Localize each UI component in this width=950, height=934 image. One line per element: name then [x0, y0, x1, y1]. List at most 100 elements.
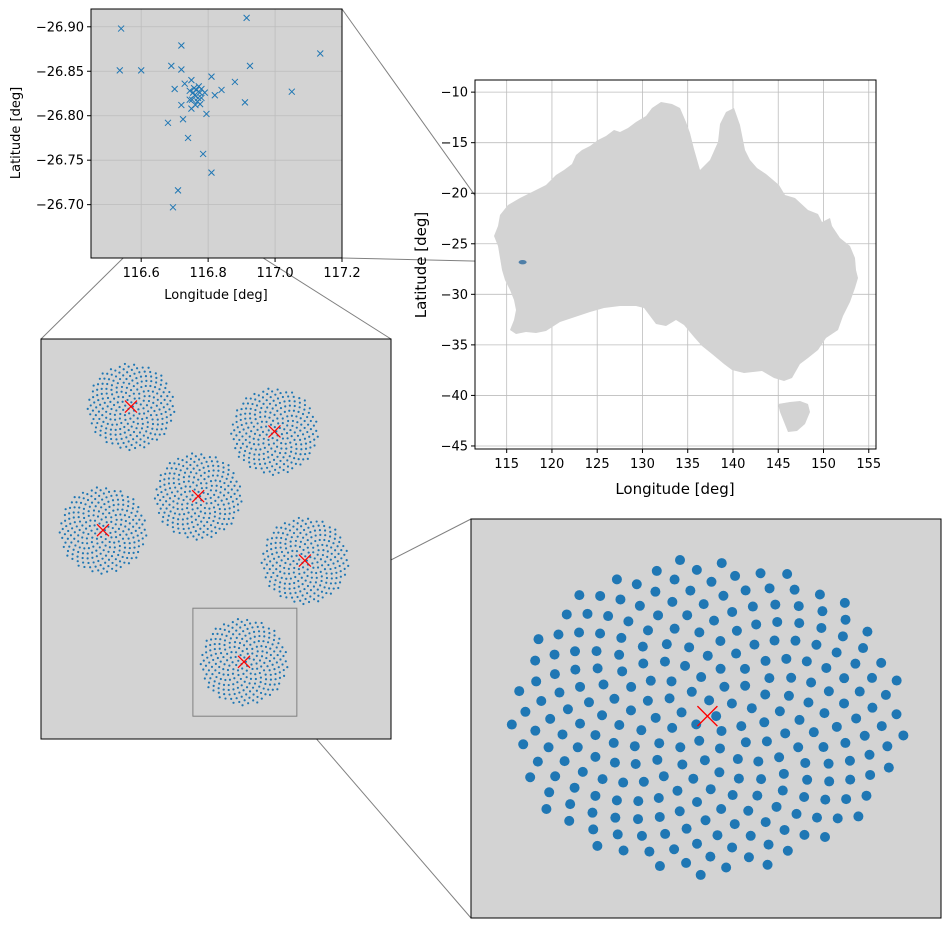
- antenna-dot: [214, 669, 217, 672]
- antenna-dot: [262, 626, 265, 629]
- antenna-dot: [144, 375, 148, 378]
- antenna-dot: [104, 537, 107, 541]
- antenna-dot: [290, 461, 293, 464]
- antenna-dot: [329, 582, 333, 585]
- antenna-dot: [249, 672, 252, 675]
- antenna-dot: [272, 571, 275, 575]
- antenna-dot: [129, 388, 133, 392]
- antenna-dot: [180, 493, 183, 496]
- antenna-dot: [231, 626, 234, 629]
- antenna-dot: [119, 412, 122, 416]
- antenna-dot: [206, 527, 209, 531]
- antenna-dot: [238, 633, 241, 636]
- antenna-dot: [163, 478, 166, 481]
- antenna-dot: [122, 368, 125, 371]
- antenna-dot: [208, 512, 212, 515]
- antenna-dot: [321, 520, 324, 523]
- antenna-dot: [156, 423, 159, 426]
- antenna-dot: [727, 790, 738, 801]
- antenna-dot: [729, 819, 740, 830]
- antenna-dot: [213, 515, 216, 518]
- antenna-dot: [194, 455, 197, 458]
- antenna-dot: [174, 486, 177, 489]
- antenna-dot: [587, 807, 598, 818]
- antenna-dot: [133, 372, 136, 375]
- antenna-dot: [716, 558, 727, 569]
- antenna-dot: [107, 378, 111, 381]
- station-xtick-label: 117.0: [256, 266, 293, 281]
- antenna-dot: [173, 512, 177, 515]
- antenna-dot: [266, 665, 269, 668]
- antenna-dot: [288, 523, 291, 526]
- antenna-dot: [321, 553, 325, 557]
- antenna-dot: [258, 634, 261, 638]
- antenna-dot: [141, 366, 144, 369]
- antenna-dot: [278, 676, 282, 679]
- antenna-dot: [133, 541, 136, 544]
- antenna-dot: [248, 690, 252, 693]
- antenna-dot: [94, 414, 97, 417]
- antenna-dot: [251, 402, 254, 406]
- antenna-dot: [837, 631, 848, 642]
- antenna-dot: [147, 366, 150, 369]
- station-inset-x-axis-label: Longitude [deg]: [164, 288, 267, 303]
- antenna-dot: [260, 561, 263, 565]
- antenna-dot: [222, 503, 225, 506]
- antenna-dot: [307, 411, 310, 414]
- antenna-dot: [612, 829, 623, 840]
- antenna-dot: [77, 540, 80, 543]
- antenna-dot: [190, 452, 194, 455]
- antenna-dot: [808, 727, 819, 738]
- antenna-dot: [241, 650, 244, 653]
- antenna-dot: [264, 410, 267, 413]
- antenna-dot: [140, 531, 143, 535]
- antenna-dot: [654, 811, 665, 822]
- antenna-dot: [565, 799, 576, 810]
- antenna-dot: [76, 555, 79, 558]
- station-marker: [116, 67, 124, 74]
- antenna-dot: [214, 526, 217, 529]
- antenna-dot: [267, 438, 270, 442]
- antenna-dot: [253, 413, 257, 416]
- antenna-dot: [891, 675, 902, 686]
- antenna-dot: [248, 461, 251, 464]
- antenna-dot: [98, 546, 101, 549]
- antenna-dot: [294, 462, 297, 465]
- antenna-dot: [303, 419, 306, 423]
- antenna-dot: [239, 418, 242, 422]
- antenna-dot: [119, 446, 122, 449]
- antenna-dot: [260, 645, 263, 648]
- antenna-dot: [210, 654, 213, 657]
- antenna-dot: [127, 528, 130, 531]
- antenna-dot: [195, 538, 198, 541]
- antenna-dot: [153, 385, 157, 389]
- antenna-dot: [118, 560, 122, 563]
- antenna-dot: [290, 391, 294, 394]
- antenna-dot: [78, 528, 81, 532]
- antenna-dot: [883, 762, 894, 773]
- antenna-dot: [234, 655, 237, 659]
- antenna-dot: [260, 406, 263, 410]
- antenna-dot: [245, 422, 248, 425]
- antenna-dot: [303, 399, 306, 402]
- antenna-dot: [760, 655, 771, 666]
- antenna-dot: [256, 667, 259, 670]
- antenna-dot: [287, 395, 290, 398]
- antenna-dot: [772, 616, 783, 627]
- antenna-dot: [172, 482, 175, 485]
- antenna-dot: [139, 438, 142, 441]
- antenna-dot: [323, 529, 327, 532]
- antenna-dot: [186, 517, 189, 520]
- antenna-dot: [81, 552, 85, 555]
- antenna-dot: [119, 565, 122, 569]
- antenna-dot: [718, 590, 729, 601]
- antenna-dot: [237, 509, 240, 512]
- antenna-dot: [304, 442, 308, 445]
- antenna-dot: [294, 452, 297, 455]
- antenna-dot: [575, 718, 586, 729]
- antenna-dot: [185, 495, 188, 498]
- antenna-dot: [107, 500, 110, 503]
- antenna-dot: [127, 504, 130, 508]
- antenna-dot: [90, 529, 93, 532]
- antenna-dot: [609, 693, 620, 704]
